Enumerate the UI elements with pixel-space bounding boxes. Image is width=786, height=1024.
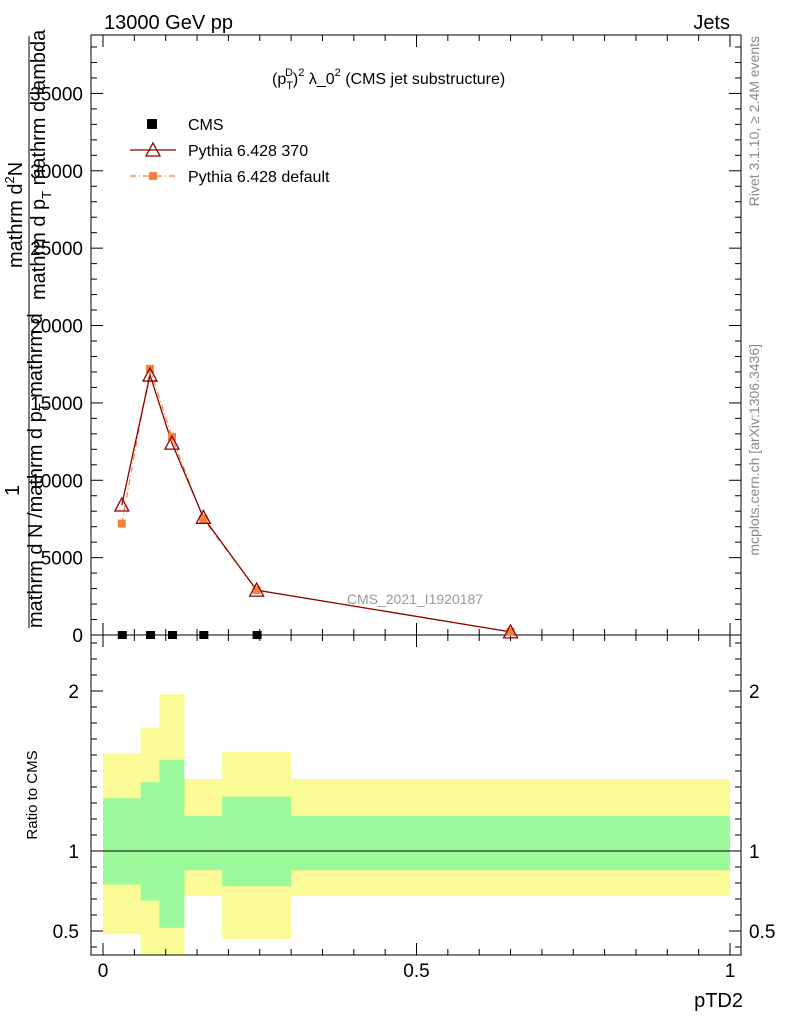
ratio-ytick-label-right-1: 1 <box>749 842 760 863</box>
ratio-ytick-label-left-2: 2 <box>68 682 79 703</box>
main-ytick-label-6: 30000 <box>30 162 83 183</box>
point-pythia370-5 <box>502 623 519 639</box>
point-pythia370-2 <box>163 434 181 450</box>
point-pythia-default-3 <box>199 514 208 523</box>
plot-title: (pTD)2 λ_02 (CMS jet substructure) <box>272 67 505 92</box>
point-pythia370-3 <box>195 509 212 525</box>
main-axes: 0 5000 10000 15000 20000 25000 30000 35000 <box>30 34 742 647</box>
ratio-band-inner-3 <box>184 815 223 871</box>
analysis-watermark: CMS_2021_I1920187 <box>347 591 483 607</box>
legend-pythia-default-marker <box>149 172 157 180</box>
legend-pythia370-marker <box>144 141 162 157</box>
legend-cms-label: CMS <box>188 117 224 134</box>
x-tick-label-2: 1 <box>725 961 736 982</box>
point-pythia370-0 <box>113 496 130 512</box>
mcplots-label: mcplots.cern.ch [arXiv:1306.3436] <box>746 344 762 556</box>
point-pythia370-1 <box>141 366 159 382</box>
ylabel-numerator-line2: mathrm d pT mathrm d lambda <box>28 29 54 300</box>
main-ytick-label-3: 15000 <box>30 394 83 415</box>
point-cms-3 <box>199 631 209 639</box>
ratio-ytick-label-left-0: 0.5 <box>53 922 79 943</box>
ratio-band-inner-2 <box>159 759 185 928</box>
x-tick-label-0: 0 <box>98 961 109 982</box>
ratio-band-inner-5 <box>291 815 730 871</box>
legend-pythia-default-label: Pythia 6.428 default <box>188 169 330 186</box>
point-pythia-default-0 <box>117 519 126 528</box>
legend: CMS Pythia 6.428 370 Pythia 6.428 defaul… <box>130 117 330 186</box>
point-cms-2 <box>167 631 177 639</box>
point-pythia-default-5 <box>506 627 515 636</box>
point-pythia-default-4 <box>252 586 261 595</box>
ratio-ytick-label-right-0: 0.5 <box>749 922 775 943</box>
point-cms-0 <box>117 631 127 639</box>
series-pythia370-line <box>121 372 511 633</box>
legend-pythia370-label: Pythia 6.428 370 <box>188 143 308 160</box>
energy-label: 13000 GeV pp <box>104 12 233 34</box>
ratio-band-inner-1 <box>140 782 160 901</box>
ylabel-denominator: mathrm d N /mathrm d pT mathrm d <box>25 313 51 628</box>
rivet-label: Rivet 3.1.10, ≥ 2.4M events <box>746 36 762 206</box>
legend-cms-marker <box>147 119 157 129</box>
process-label: Jets <box>693 12 730 34</box>
point-cms-4 <box>252 631 262 639</box>
ratio-bands <box>103 694 730 955</box>
ratio-ytick-label-right-2: 2 <box>749 682 760 703</box>
main-ytick-label-0: 0 <box>72 626 83 647</box>
main-ytick-label-4: 20000 <box>30 317 83 338</box>
ratio-ytick-label-left-1: 1 <box>68 842 79 863</box>
ratio-axes: 0.5 0.5 1 1 2 2 0 0.5 1 <box>53 634 775 982</box>
ratio-ylabel: Ratio to CMS <box>24 750 41 839</box>
ratio-band-inner-0 <box>103 798 141 885</box>
main-ytick-label-2: 10000 <box>30 471 83 492</box>
main-ylabel: mathrm d2N mathrm d pT mathrm d lambda 1… <box>2 29 54 628</box>
main-ytick-label-5: 25000 <box>30 239 83 260</box>
point-pythia370-4 <box>248 581 265 597</box>
point-cms-1 <box>146 631 156 639</box>
ylabel-numerator: mathrm d2N <box>2 162 27 268</box>
main-ytick-label-7: 35000 <box>30 84 83 105</box>
x-axis-label: pTD2 <box>694 990 743 1012</box>
series-layer <box>113 364 519 639</box>
ylabel-one: 1 <box>2 485 24 496</box>
ratio-band-inner-4 <box>222 796 292 887</box>
main-ytick-label-1: 5000 <box>41 549 83 570</box>
x-tick-label-1: 0.5 <box>403 961 429 982</box>
